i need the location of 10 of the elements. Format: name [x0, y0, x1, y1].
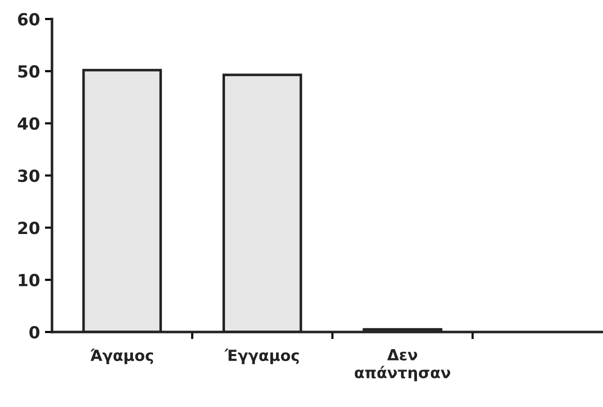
x-tick-label: Άγαμος: [90, 348, 154, 364]
y-tick-label: 50: [18, 65, 40, 78]
y-tick-label: 40: [18, 117, 40, 130]
y-tick-label: 10: [18, 274, 40, 286]
y-tick-label: 0: [29, 326, 40, 339]
x-tick-label: Δεν απάντησαν: [354, 349, 450, 382]
y-tick-label: 60: [18, 12, 40, 26]
y-tick-label: 20: [18, 222, 40, 234]
y-tick-label: 30: [18, 169, 40, 182]
x-tick-label: Έγγαμος: [224, 348, 299, 364]
